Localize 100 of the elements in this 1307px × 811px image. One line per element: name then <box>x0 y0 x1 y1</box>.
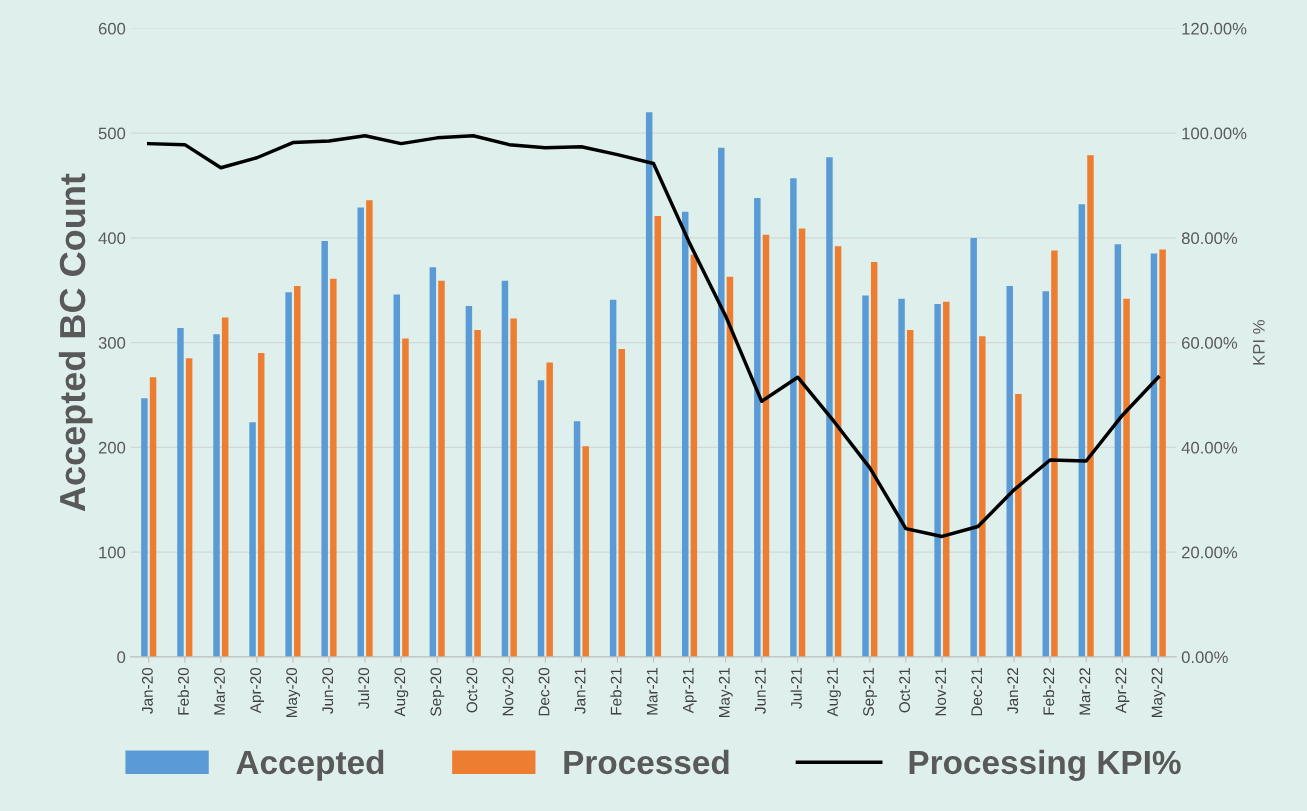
bar <box>294 286 301 657</box>
legend-label: Accepted <box>236 749 384 781</box>
y2-tick-label: 100.00% <box>1182 127 1247 140</box>
x-tick-label: Aug-21 <box>827 668 841 717</box>
y2-tick-label: 120.00% <box>1182 22 1247 35</box>
bar <box>501 280 509 657</box>
x-tick-label: May-22 <box>1151 668 1166 718</box>
bar <box>726 276 734 657</box>
x-tick-label: Jul-20 <box>357 667 370 709</box>
y-tick-label: 200 <box>98 441 126 454</box>
bar <box>1150 253 1158 657</box>
bar <box>1006 286 1013 657</box>
bar <box>546 362 553 657</box>
x-tick-label: Mar-21 <box>646 668 658 715</box>
y-tick-label: 0 <box>117 651 126 664</box>
x-tick-label: Sep-21 <box>863 668 877 716</box>
bar <box>1087 155 1094 657</box>
bar <box>321 241 328 657</box>
bar <box>1051 250 1058 657</box>
bar <box>979 336 986 657</box>
bar <box>609 299 617 657</box>
bar <box>754 198 761 657</box>
y2-tick-label: 60.00% <box>1182 337 1238 349</box>
y-tick-label: 600 <box>98 22 126 35</box>
bar <box>465 305 473 657</box>
bar <box>970 237 977 657</box>
bar <box>429 267 437 657</box>
x-tick-label: Apr-20 <box>250 667 265 714</box>
x-tick-label: May-20 <box>286 667 301 718</box>
x-tick-label: Jul-21 <box>790 668 802 709</box>
bar <box>213 334 220 657</box>
x-tick-label: Oct-21 <box>899 668 910 713</box>
bar <box>510 318 517 657</box>
bar <box>1078 204 1086 657</box>
x-tick-label: Jan-21 <box>574 668 586 714</box>
bar <box>357 207 364 657</box>
bar <box>257 353 265 657</box>
bar <box>943 301 950 657</box>
bar <box>573 421 581 657</box>
y-tick-label: 300 <box>98 337 126 349</box>
x-tick-label: Nov-21 <box>935 668 947 716</box>
x-tick-label: Feb-21 <box>610 668 622 715</box>
bar <box>285 292 292 657</box>
bar <box>681 211 689 657</box>
bar <box>1123 298 1130 657</box>
x-tick-label: Aug-20 <box>394 667 409 717</box>
x-tick-label: Apr-21 <box>682 668 697 714</box>
x-tick-label: Jun-20 <box>322 667 334 714</box>
x-tick-label: Dec-21 <box>971 668 983 716</box>
y-axis-title: Accepted BC Count <box>58 173 93 512</box>
x-tick-label: Mar-20 <box>214 667 225 715</box>
legend-label: Processing KPI% <box>909 749 1181 781</box>
x-tick-label: Apr-22 <box>1115 668 1130 714</box>
bar <box>834 246 842 657</box>
bar <box>862 295 869 657</box>
y-tick-label: 100 <box>99 546 126 559</box>
bar <box>330 278 337 657</box>
bar <box>790 178 797 657</box>
bar <box>645 112 653 657</box>
bar <box>798 228 806 657</box>
bar <box>870 261 878 657</box>
bar <box>1042 291 1050 657</box>
bar <box>690 254 698 657</box>
x-tick-label: Dec-20 <box>538 667 550 716</box>
x-tick-label: Feb-22 <box>1042 668 1055 715</box>
x-tick-label: May-21 <box>718 668 733 718</box>
bar <box>718 147 725 657</box>
bar <box>826 157 833 657</box>
bar <box>1159 249 1166 657</box>
bar <box>537 380 545 657</box>
x-tick-label: Feb-20 <box>177 667 189 715</box>
bar <box>898 298 905 657</box>
y-tick-label: 400 <box>98 232 126 245</box>
bar <box>762 234 770 657</box>
bar <box>934 303 941 657</box>
y2-axis-title: KPI % <box>1253 320 1265 365</box>
bar <box>149 377 157 657</box>
bar <box>402 338 409 657</box>
legend-label: Processed <box>564 749 729 775</box>
x-tick-label: Mar-22 <box>1079 668 1091 715</box>
bar <box>1114 244 1122 657</box>
bar <box>438 280 445 657</box>
bar <box>141 398 148 657</box>
bar <box>654 215 662 657</box>
bar <box>177 327 184 657</box>
bar <box>221 317 229 657</box>
y2-tick-label: 20.00% <box>1182 546 1238 559</box>
bar <box>618 348 626 657</box>
x-tick-label: Sep-20 <box>430 667 445 716</box>
y2-tick-label: 0.00% <box>1181 651 1228 664</box>
bar <box>366 200 373 657</box>
bar <box>393 294 401 657</box>
y2-tick-label: 80.00% <box>1181 232 1238 245</box>
bar <box>185 358 193 657</box>
x-tick-label: Jun-21 <box>754 668 766 714</box>
line-series <box>146 134 1161 539</box>
bar <box>582 446 589 657</box>
x-tick-label: Jan-20 <box>142 667 153 714</box>
x-tick-label: Nov-20 <box>502 667 514 716</box>
bar <box>1015 393 1022 657</box>
